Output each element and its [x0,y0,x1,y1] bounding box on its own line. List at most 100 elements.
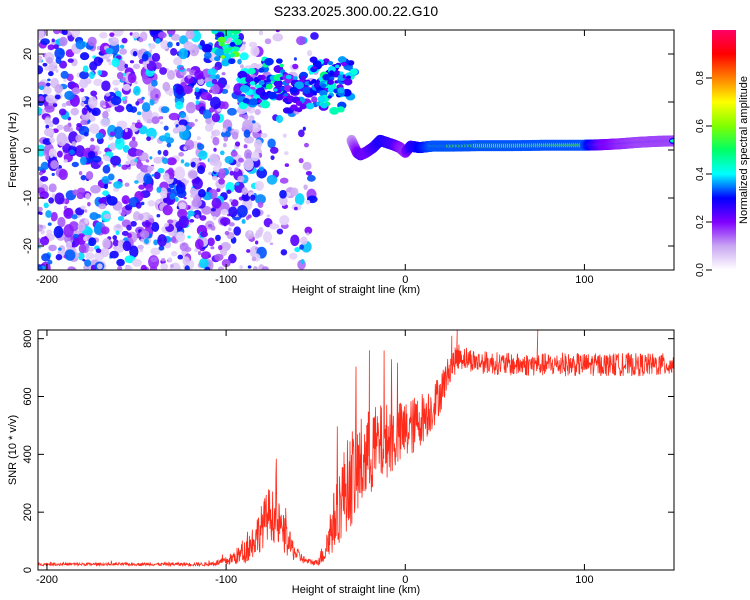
heatmap-cell [109,142,117,151]
heatmap-cell [167,41,173,48]
heatmap-cell [121,37,128,44]
heatmap-cell [56,124,64,131]
heatmap-cell [129,245,139,258]
heatmap-cell [247,265,252,269]
heatmap-cell [39,211,43,216]
colorbar: 0.0 0.2 0.4 0.6 0.8 Normalized spectral ampl… [695,30,750,277]
heatmap-cell [84,209,88,213]
heatmap-cell [42,86,52,95]
heatmap-cell [96,263,103,270]
heatmap-cell [53,30,61,35]
heatmap-blob [228,58,236,65]
heatmap-cell [239,64,244,69]
heatmap-blob [242,98,250,104]
heatmap-cell [110,95,122,106]
heatmap-cell [225,84,231,90]
heatmap-cell [197,250,202,256]
heatmap-cell [89,123,100,134]
heatmap-cell [109,131,115,137]
heatmap-cell [248,115,255,122]
heatmap-cell [60,70,69,79]
heatmap-cell [54,192,65,205]
heatmap-cell [218,244,223,251]
heatmap-cell [58,36,68,47]
heatmap-cell [176,231,186,243]
heatmap-blob [294,108,299,112]
heatmap-cell [52,156,56,160]
heatmap-cell [189,187,200,196]
heatmap-cell [279,177,289,184]
heatmap-cell [124,63,129,69]
heatmap-cell [159,67,168,75]
heatmap-cell [177,254,184,260]
heatmap-cell [189,219,195,223]
heatmap-cell [141,219,152,228]
heatmap-cell [48,148,57,159]
heatmap-cell [115,30,121,36]
heatmap-cell [45,82,51,87]
heatmap-cell [218,168,226,174]
heatmap-cell [167,219,174,224]
heatmap-cell [38,65,44,75]
heatmap-cell [235,161,241,168]
heatmap-cell [134,158,138,163]
heatmap-cell [223,136,229,142]
heatmap-cell [170,236,177,243]
heatmap-cell [197,78,205,85]
heatmap-cell [279,189,287,199]
heatmap-cell [246,249,251,253]
heatmap-cell [227,107,237,116]
heatmap-cell [233,83,243,96]
heatmap-cell [123,200,128,204]
heatmap-cell [160,40,170,50]
heatmap-cell [298,129,305,138]
heatmap-cell [219,249,224,254]
heatmap-cell [61,30,68,36]
heatmap-cell [187,169,198,180]
heatmap-blob [275,93,284,101]
heatmap-cell [100,117,111,127]
heatmap-cell [192,177,203,190]
heatmap-cell [251,120,256,124]
heatmap-cell [48,71,54,77]
heatmap-cell [194,118,198,122]
heatmap-cell [178,215,190,229]
heatmap-cell [134,180,139,184]
heatmap-blob [258,80,265,86]
heatmap-cell [237,58,242,65]
snr-x-axis: -200 -100 0 100 [36,330,594,586]
heatmap-cell [176,179,182,185]
heatmap-cell [158,245,165,251]
heatmap-cell [175,84,184,95]
x-tick-label: -200 [36,274,58,286]
heatmap-blob [222,30,233,39]
heatmap-cell [300,258,305,265]
heatmap-cell [72,233,79,239]
heatmap-cell [80,205,86,210]
heatmap-cell [58,108,67,116]
heatmap-cell [97,69,103,76]
heatmap-cell [38,85,45,91]
x-tick-label: -100 [215,574,237,586]
heatmap-cell [241,219,246,224]
heatmap-cell [159,121,164,125]
heatmap-cell [276,228,284,235]
heatmap-cell [210,207,216,212]
heatmap-cell [212,175,218,181]
heatmap-cell [302,126,306,131]
heatmap-cell [197,165,206,175]
heatmap-cell [239,265,243,270]
heatmap-blob [217,23,225,30]
heatmap-cell [185,30,195,40]
heatmap-cell [149,49,153,54]
heatmap-cell [213,147,217,152]
heatmap-cell [302,161,312,171]
heatmap-blob [223,48,231,54]
heatmap-blob [258,67,265,73]
heatmap-cell [51,217,57,222]
heatmap-cell [85,170,94,181]
heatmap-cell [300,236,308,245]
heatmap-cell [174,69,178,73]
heatmap-cell [212,136,220,146]
heatmap-blob [327,87,335,93]
